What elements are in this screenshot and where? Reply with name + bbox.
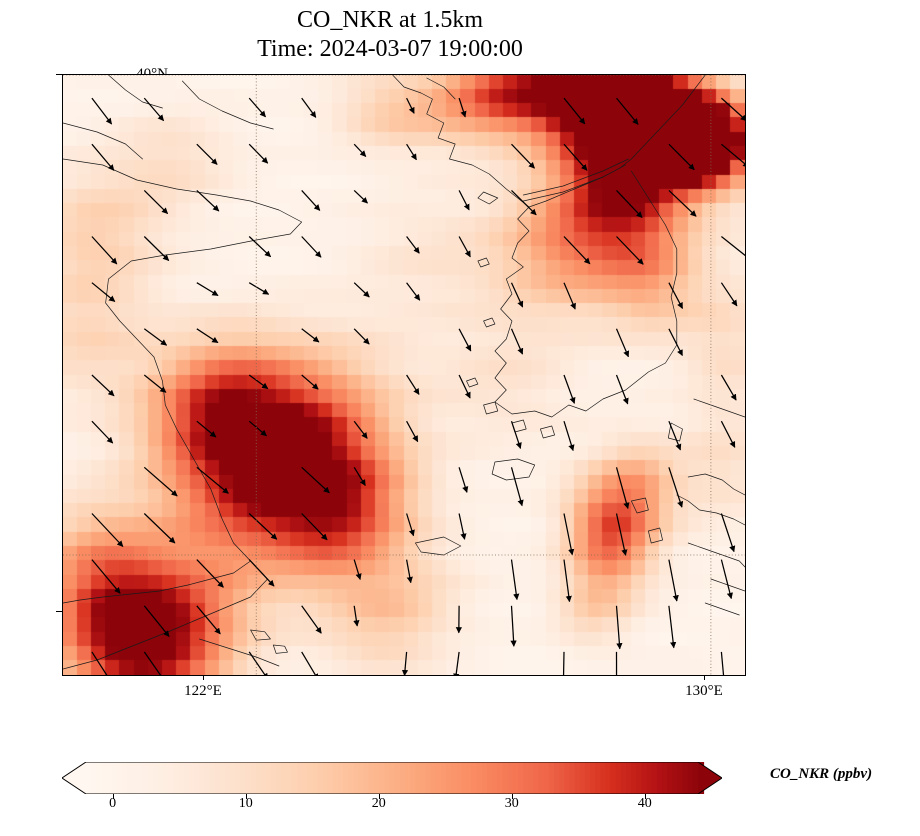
ytick-mark-32n — [56, 611, 62, 612]
colorbar-tick-mark — [511, 794, 513, 799]
xtick-mark-130e — [704, 674, 705, 680]
title-line-1: CO_NKR at 1.5km — [297, 7, 483, 33]
concentration-heatmap — [63, 75, 745, 675]
gridline-overlay — [63, 75, 745, 675]
colorbar-tick-label: 30 — [504, 796, 519, 811]
colorbar-tick-mark — [644, 794, 646, 799]
colorbar-tick-label: 10 — [238, 796, 253, 811]
colorbar-tick-mark — [378, 794, 380, 799]
colorbar-title: CO_NKR (ppbv) — [770, 766, 873, 782]
xtick-mark-122e — [203, 674, 204, 680]
colorbar-tick-mark — [245, 794, 247, 799]
wind-quiver-overlay — [91, 97, 745, 675]
map-plot-area — [62, 74, 746, 676]
page-title: CO_NKR at 1.5km Time: 2024-03-07 19:00:0… — [0, 6, 780, 64]
colorbar-tick-label: 40 — [637, 796, 652, 811]
xtick-label-122e: 122°E — [184, 683, 222, 699]
colorbar-tick-label: 0 — [109, 796, 117, 811]
colorbar-tick-label: 20 — [371, 796, 386, 811]
colorbar-tick-mark — [112, 794, 114, 799]
xtick-label-130e: 130°E — [685, 683, 723, 699]
title-line-2: Time: 2024-03-07 19:00:00 — [257, 36, 523, 62]
colorbar-gradient — [62, 762, 722, 794]
ytick-mark-40n — [56, 74, 62, 75]
colorbar: 0 10 20 30 40 — [62, 762, 722, 811]
